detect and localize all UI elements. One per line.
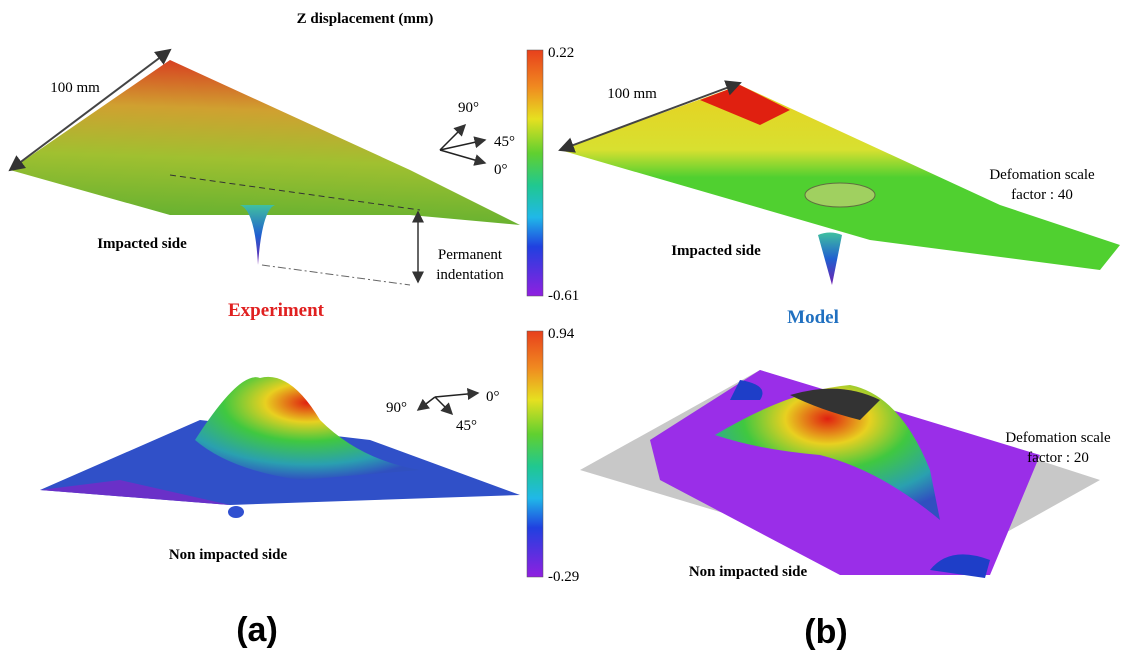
bump-shape (195, 376, 420, 480)
panel-label: (a) (236, 611, 278, 649)
indentation-label: Permanent (438, 247, 503, 263)
angle-label: 45° (456, 418, 477, 434)
axis-arrow (434, 387, 480, 400)
colorbar-max: 0.94 (548, 326, 575, 342)
indentation-label: indentation (436, 267, 504, 283)
scale-label: 100 mm (607, 86, 657, 102)
indentation-shape (804, 182, 876, 208)
colorbar-min: -0.61 (548, 288, 579, 304)
corner-patch (730, 380, 763, 400)
dimension-arrow (8, 48, 172, 172)
axis-arrow (439, 149, 487, 166)
colorbar-max: 0.22 (548, 45, 574, 61)
side-label: Non impacted side (169, 547, 288, 563)
scale-factor: factor : 40 (1011, 187, 1073, 203)
colorbar-min: -0.29 (548, 569, 579, 585)
angle-label: 0° (486, 389, 500, 405)
angle-label: 90° (458, 100, 479, 116)
reference-line (261, 264, 411, 286)
colorbar (526, 49, 544, 297)
indentation-shape (240, 205, 275, 265)
corner-patch (930, 554, 990, 578)
axis-arrow (439, 136, 487, 151)
axis-arrow (439, 123, 467, 151)
angle-label: 0° (494, 162, 508, 178)
bump-shape (790, 388, 880, 420)
axis-arrow (434, 396, 454, 416)
angle-label: 90° (386, 400, 407, 416)
scale-label: 100 mm (50, 80, 100, 96)
reference-line (169, 174, 421, 211)
indentation-shape (818, 232, 842, 285)
bump-shape (715, 385, 940, 520)
panel-caption: Experiment (228, 300, 325, 321)
colorbar (526, 330, 544, 578)
scale-factor: factor : 20 (1027, 450, 1089, 466)
side-label: Non impacted side (689, 564, 808, 580)
angle-label: 45° (494, 134, 515, 150)
axis-arrow (416, 396, 436, 411)
side-label: Impacted side (97, 236, 187, 252)
side-label: Impacted side (671, 243, 761, 259)
marker (228, 506, 244, 518)
panel-caption: Model (787, 307, 839, 328)
panel-label: (b) (804, 613, 847, 651)
dimension-arrow (558, 80, 742, 153)
figure-title: Z displacement (mm) (297, 11, 434, 27)
scale-factor: Defomation scale (989, 167, 1095, 183)
scale-factor: Defomation scale (1005, 430, 1111, 446)
surface (40, 480, 230, 505)
